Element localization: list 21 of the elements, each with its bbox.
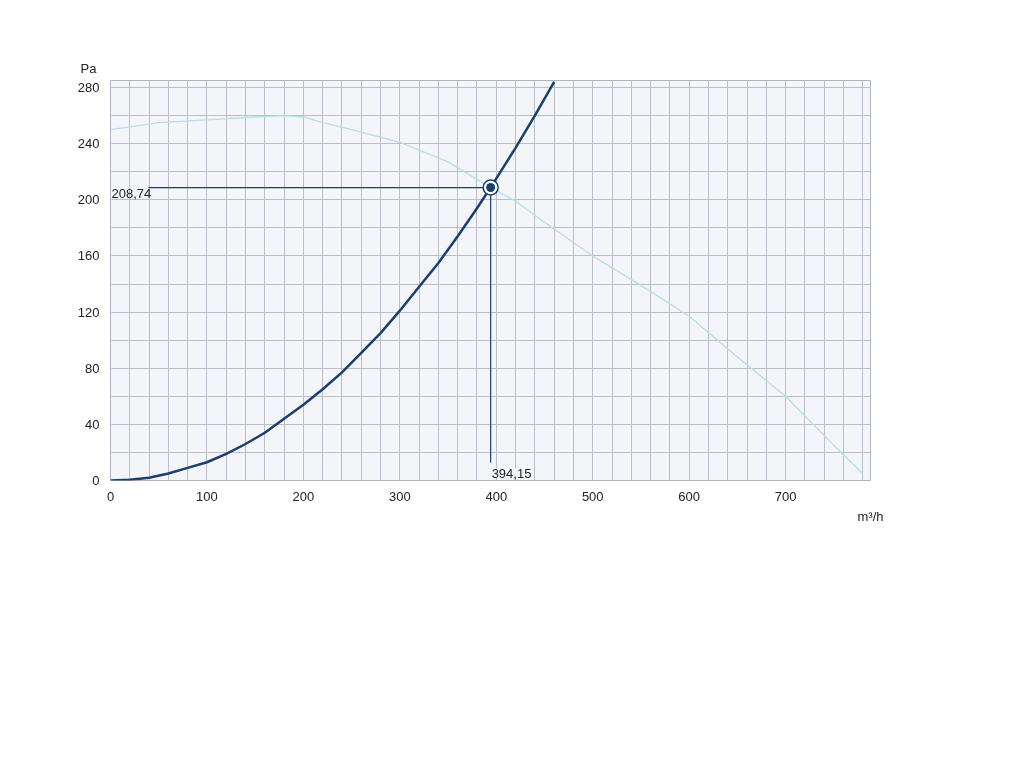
x-tick-label: 400 bbox=[485, 488, 508, 504]
y-tick-label: 40 bbox=[85, 416, 100, 432]
y-tick-label: 120 bbox=[77, 304, 100, 320]
x-tick-label: 600 bbox=[678, 488, 701, 504]
y-tick-label: 200 bbox=[77, 192, 100, 208]
annotation: 208,74 bbox=[111, 185, 152, 201]
x-tick-label: 500 bbox=[581, 488, 604, 504]
y-tick-label: 80 bbox=[85, 360, 100, 376]
x-tick-label: 200 bbox=[292, 488, 315, 504]
x-tick-label: 700 bbox=[774, 488, 797, 504]
y-tick-label: 280 bbox=[77, 80, 100, 96]
y-tick-label: 240 bbox=[77, 136, 100, 152]
annotation: 394,15 bbox=[491, 465, 532, 481]
line-series bbox=[110, 80, 556, 481]
y-axis-title: Pa bbox=[80, 60, 98, 76]
x-tick-label: 100 bbox=[196, 488, 218, 504]
y-tick-label: 160 bbox=[77, 248, 100, 264]
x-tick-label: 0 bbox=[106, 488, 115, 504]
y-tick-label: 0 bbox=[92, 473, 100, 488]
x-tick-label: 300 bbox=[389, 488, 411, 504]
x-axis-title: m³/h bbox=[857, 508, 884, 524]
